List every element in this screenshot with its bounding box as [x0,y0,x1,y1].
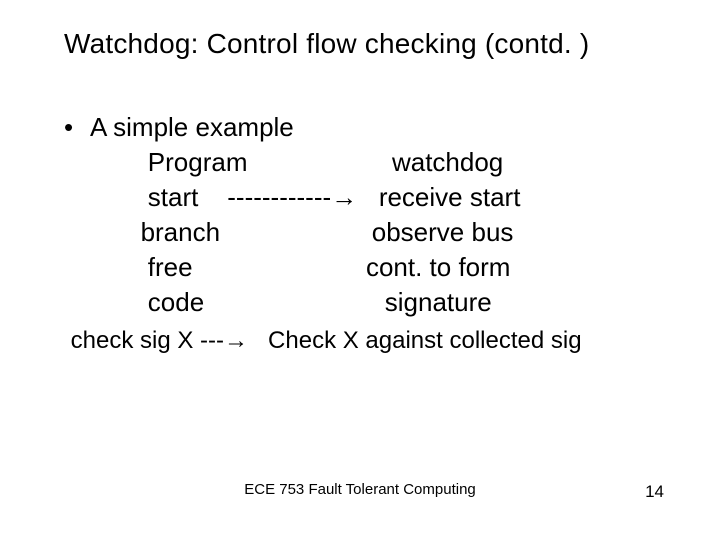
example-row-3: branch observe bus [90,215,664,250]
page-number: 14 [645,482,664,502]
slide: Watchdog: Control flow checking (contd. … [0,0,720,540]
example-row-5: code signature [90,285,664,320]
check-line: check sig X ---→ Check X against collect… [64,325,664,357]
slide-body: • A simple example Program watchdog star… [64,110,664,357]
footer-text: ECE 753 Fault Tolerant Computing [0,481,720,498]
example-row-1: Program watchdog [90,145,664,180]
example-row-4: free cont. to form [90,250,664,285]
example-row-2: start ------------→ receive start [90,180,664,215]
slide-title: Watchdog: Control flow checking (contd. … [64,28,589,60]
bullet-text: A simple example [90,110,294,145]
bullet-item: • A simple example [64,110,664,145]
bullet-dot: • [64,110,90,145]
